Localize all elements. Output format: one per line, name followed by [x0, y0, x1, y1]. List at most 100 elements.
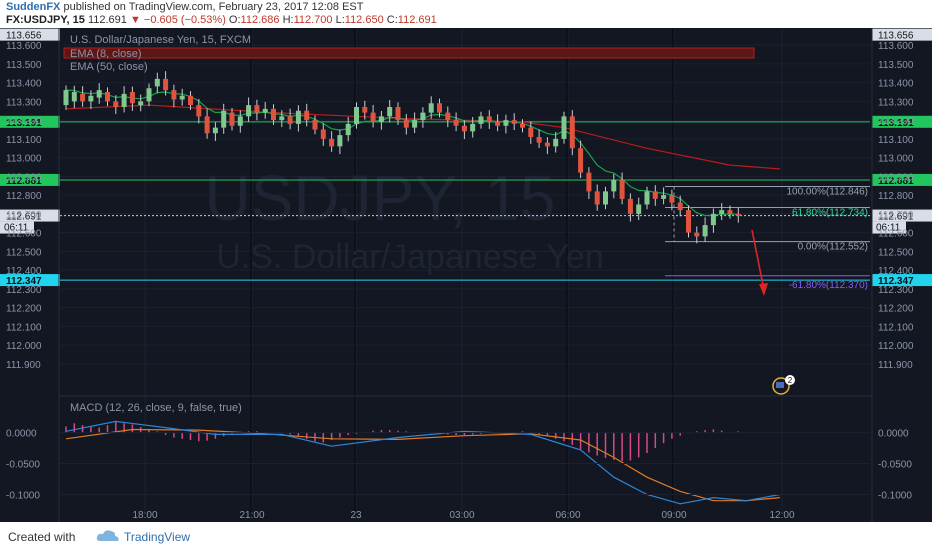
candle-body: [669, 195, 675, 203]
right-tick-label: 112.300: [878, 285, 914, 296]
left-tick-label: 111.900: [6, 360, 41, 371]
quote-line: FX:USDJPY, 15 112.691 ▼ −0.605 (−0.53%) …: [6, 14, 437, 26]
horizontal-lines[interactable]: 113.191 113.191 112.881 112.881 112.347 112.3…: [0, 28, 932, 287]
candle-body: [212, 127, 218, 134]
candle-body: [395, 107, 401, 121]
right-tick-label: 112.100: [878, 322, 914, 333]
fib-level-label: 61.80%(112.734): [792, 208, 868, 219]
candle-body: [619, 180, 625, 199]
macd-left-tick-label: 0.0000: [6, 429, 37, 440]
candle-body: [196, 105, 202, 117]
candle-body: [470, 123, 476, 132]
chart-svg[interactable]: USDJPY, 15 U.S. Dollar/Japanese Yen 113.…: [0, 28, 932, 522]
left-tick-label: 112.900: [6, 172, 42, 183]
time-tick-label: 18:00: [132, 510, 157, 521]
right-price-tag: [872, 28, 932, 41]
candle-body: [146, 88, 152, 102]
candle-body: [262, 108, 268, 113]
chart-background: [0, 28, 932, 522]
macd-histogram: [65, 421, 740, 462]
candle-body: [279, 116, 285, 121]
candle-body: [553, 138, 559, 147]
macd-legend[interactable]: MACD (12, 26, close, 9, false, true): [70, 402, 242, 414]
chart-area[interactable]: USDJPY, 15 U.S. Dollar/Japanese Yen 113.…: [0, 28, 932, 522]
right-tick-label: 112.700: [878, 210, 914, 221]
right-level-tag: [872, 115, 932, 128]
candle-body: [719, 210, 725, 214]
left-tick-label: 112.400: [6, 266, 42, 277]
close-label: C:: [386, 14, 398, 26]
tradingview-brand-link[interactable]: TradingView: [124, 530, 191, 544]
left-price-label: 112.691: [6, 212, 42, 223]
macd-right-tick-label: -0.1000: [878, 491, 912, 502]
candle-body: [121, 93, 127, 107]
publish-info: SuddenFX published on TradingView.com, F…: [6, 1, 364, 13]
right-price-axis[interactable]: 113.600113.500113.400113.300113.200113.1…: [878, 41, 914, 371]
left-tick-label: 113.600: [6, 41, 42, 52]
right-tick-label: 113.400: [878, 79, 914, 90]
annotation-arrow[interactable]: [751, 229, 768, 296]
right-tick-label: 113.500: [878, 60, 914, 71]
candle-body: [437, 103, 442, 113]
candle-body: [229, 112, 235, 126]
candle-body: [362, 107, 368, 113]
candle-body: [636, 204, 642, 214]
left-price-axis[interactable]: 113.600113.500113.400113.300113.200113.1…: [6, 41, 42, 371]
candle-body: [138, 101, 144, 106]
flag-icon[interactable]: 2: [772, 375, 795, 395]
candle-body: [528, 127, 534, 137]
candle-body: [461, 125, 467, 132]
time-tick-label: 21:00: [239, 510, 264, 521]
candle-body: [445, 112, 451, 121]
created-with-text: Created with: [8, 530, 76, 544]
ema50-legend[interactable]: EMA (50, close): [70, 61, 148, 73]
candle-body: [661, 195, 667, 199]
author-link[interactable]: SuddenFX: [6, 1, 61, 13]
right-tick-label: 112.200: [878, 304, 914, 315]
fibonacci-retracement[interactable]: 100.00%(112.846) 61.80%(112.734) 0.00%(112…: [665, 186, 870, 291]
symbol-label: FX:USDJPY, 15: [6, 14, 85, 26]
left-tick-label: 113.000: [6, 154, 42, 165]
left-level-label: 112.881: [6, 176, 42, 187]
right-tick-label: 112.400: [878, 266, 914, 277]
candle-body: [80, 93, 86, 102]
chart-title: U.S. Dollar/Japanese Yen, 15, FXCM: [70, 34, 251, 46]
left-tick-label: 112.100: [6, 322, 42, 333]
candle-body: [727, 210, 733, 214]
candle-body: [271, 108, 276, 121]
candle-body: [71, 92, 77, 102]
candle-body: [694, 232, 700, 237]
candle-body: [237, 116, 243, 126]
left-tick-label: 112.800: [6, 191, 42, 202]
candle-body: [295, 110, 301, 124]
ema8-legend[interactable]: EMA (8, close): [70, 48, 142, 60]
candle-body: [378, 116, 384, 122]
right-tick-label: 113.300: [878, 97, 914, 108]
candle-body: [304, 110, 310, 121]
candle-body: [63, 90, 69, 106]
left-countdown-label: 06:11: [4, 223, 29, 234]
candle-body: [163, 78, 169, 91]
left-tick-label: 113.300: [6, 97, 42, 108]
macd-left-tick-label: -0.1000: [6, 491, 40, 502]
candle-body: [578, 148, 584, 173]
time-axis[interactable]: 18:00 21:00 23 03:00 06:00 09:00 12:00: [132, 510, 794, 521]
candle-body: [287, 116, 293, 124]
watermark-name: U.S. Dollar/Japanese Yen: [216, 238, 603, 276]
left-price-tag: [0, 28, 60, 41]
candle-body: [710, 213, 716, 226]
candle-body: [603, 191, 608, 205]
candle-body: [88, 95, 94, 102]
candle-body: [486, 116, 492, 122]
right-tick-label: 112.800: [878, 191, 914, 202]
ema8-legend-highlight[interactable]: [63, 47, 755, 59]
candle-body: [221, 110, 227, 128]
candle-body: [105, 92, 110, 102]
high-label: H:: [282, 14, 294, 26]
left-price-tag: [0, 209, 60, 222]
right-level-tag: [872, 274, 932, 287]
arrow-shaft: [751, 229, 765, 291]
candle-body: [478, 116, 484, 124]
candle-body: [254, 105, 260, 113]
candle-body: [171, 90, 177, 100]
